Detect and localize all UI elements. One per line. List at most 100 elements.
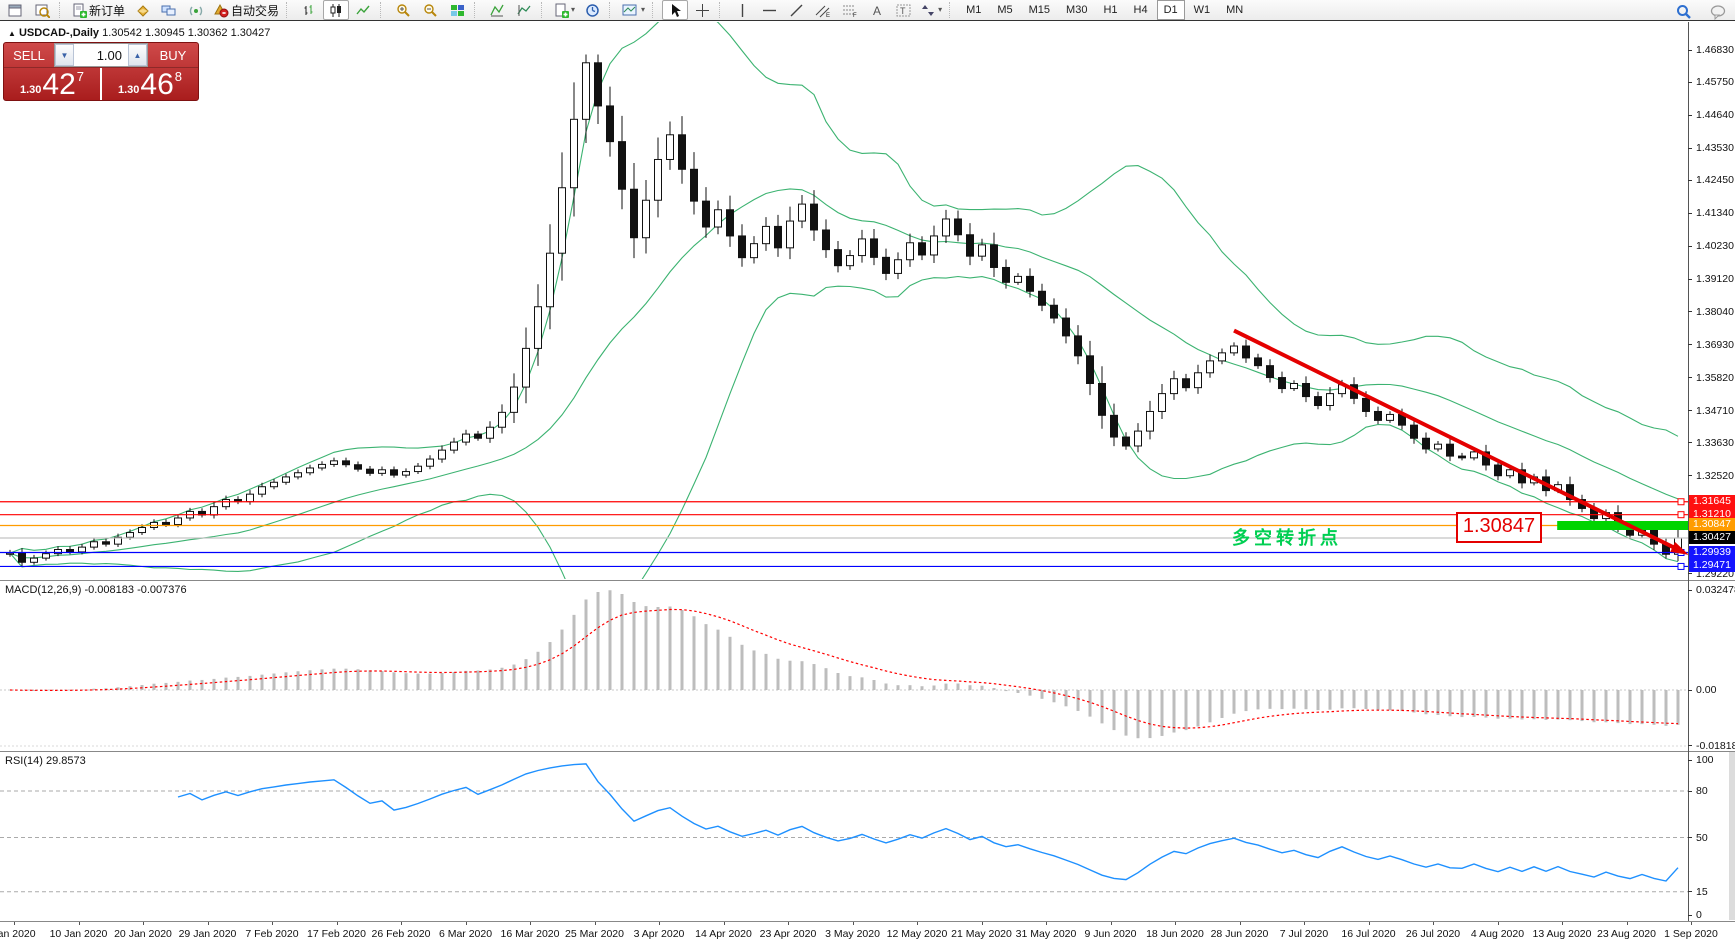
date-label: 16 Mar 2020 (500, 928, 560, 940)
price-axis[interactable] (1688, 22, 1735, 922)
date-tickmark (272, 922, 273, 925)
timeframe-M15[interactable]: M15 (1028, 4, 1051, 16)
trendline-tool[interactable] (783, 0, 809, 20)
new-order-button[interactable]: 新订单 (69, 0, 128, 20)
candle (630, 188, 638, 239)
line-chart-icon[interactable] (350, 0, 376, 20)
buy-price[interactable]: 1.30 46 8 (102, 68, 198, 100)
candle (570, 118, 578, 189)
sell-price[interactable]: 1.30 42 7 (4, 68, 100, 100)
vertical-line-tool[interactable] (729, 0, 755, 20)
bull-bear-turning-point-note[interactable]: 多空转折点 (1232, 528, 1342, 548)
indicators-icon[interactable] (484, 0, 510, 20)
zoom-in-icon[interactable] (390, 0, 416, 20)
zoom-out-icon[interactable] (417, 0, 443, 20)
candle (606, 105, 614, 143)
date-tickmark (1562, 922, 1563, 925)
y-axis-tickmark (1688, 311, 1692, 312)
timeframe-MN[interactable]: MN (1226, 4, 1244, 16)
sell-button[interactable]: SELL (13, 47, 45, 63)
text-tool[interactable]: A (864, 0, 890, 20)
candle (1266, 365, 1274, 379)
volume-increase-button[interactable]: ▲ (128, 44, 147, 66)
candle (246, 493, 254, 503)
date-label: 31 May 2020 (1015, 928, 1077, 940)
search-icon[interactable] (1671, 2, 1697, 22)
timeframe-D1[interactable]: D1 (1156, 0, 1185, 20)
templates-button[interactable]: ▾ (619, 0, 648, 20)
chart-window-icon[interactable] (2, 0, 28, 20)
rsi-scale-tick: 0 (1696, 909, 1702, 921)
styler-bucket-icon[interactable] (129, 0, 155, 20)
trendline-arrowhead (1670, 541, 1688, 555)
macd-scale-tick: -0.018182 (1696, 739, 1735, 752)
terminals-icon[interactable] (156, 0, 182, 20)
candle (1146, 410, 1154, 432)
candle (846, 255, 854, 267)
date-label: 18 Jun 2020 (1146, 928, 1204, 940)
horizontal-line-tool[interactable] (756, 0, 782, 20)
rsi-pane[interactable] (0, 751, 1735, 922)
indicator-list-icon[interactable] (511, 0, 537, 20)
y-axis-tickmark (1688, 114, 1692, 116)
new-chart-button[interactable]: ▾ (551, 0, 578, 20)
candle (6, 552, 14, 555)
chat-icon[interactable] (1705, 2, 1731, 22)
fibonacci-tool[interactable]: F (837, 0, 863, 20)
price-callout-1.30847[interactable]: 1.30847 (1456, 512, 1542, 543)
crosshair-tool[interactable] (689, 0, 715, 20)
cursor-tool[interactable] (662, 0, 689, 20)
timeframe-M30[interactable]: M30 (1066, 4, 1088, 16)
date-tickmark (1175, 922, 1176, 925)
broadcast-icon[interactable] (183, 0, 209, 20)
macd-pane[interactable] (0, 580, 1735, 751)
timeframe-bar: M1 M5 M15 M30 H1 H4 D1 W1 MN (959, 0, 1250, 20)
candle (330, 460, 338, 465)
chart-preview-icon[interactable] (29, 0, 55, 20)
collapse-arrow-icon[interactable]: ▲ (8, 29, 16, 38)
date-tickmark (78, 922, 80, 925)
rsi-tickmark (1688, 914, 1692, 916)
y-axis-tickmark (1688, 245, 1692, 247)
timeframe-M1[interactable]: M1 (966, 4, 982, 16)
toolbar-separator (541, 2, 547, 18)
macd-tickmark (1688, 589, 1692, 591)
tile-windows-icon[interactable] (444, 0, 470, 20)
date-label: 26 Feb 2020 (371, 928, 431, 940)
timeframe-H1[interactable]: H1 (1103, 4, 1118, 16)
timeframe-M5[interactable]: M5 (997, 4, 1013, 16)
arrows-tool[interactable]: ▾ (918, 0, 945, 20)
candle (1506, 469, 1514, 477)
refresh-clock-icon[interactable] (579, 0, 605, 20)
candle (438, 449, 446, 460)
date-label: 16 Jul 2020 (1341, 928, 1396, 940)
y-axis-tickmark (1688, 377, 1692, 379)
y-axis-tick: 1.44640 (1696, 109, 1734, 122)
bar-chart-icon[interactable] (296, 0, 322, 20)
date-tickmark (788, 922, 789, 925)
candle (774, 225, 782, 249)
candle (414, 465, 422, 473)
text-label-tool[interactable]: T (891, 0, 917, 20)
right-scroll-strip[interactable] (1729, 752, 1735, 920)
candle (594, 62, 602, 107)
date-tickmark (917, 922, 918, 925)
candle (1038, 290, 1046, 306)
buy-price-sup: 8 (174, 69, 183, 84)
autotrading-button[interactable]: 自动交易 (210, 0, 282, 20)
buy-button[interactable]: BUY (159, 47, 187, 63)
new-order-label: 新订单 (89, 3, 126, 18)
candle (1062, 317, 1070, 337)
candle (822, 229, 830, 251)
main-chart-pane[interactable] (0, 22, 1735, 579)
volume-input[interactable]: 1.00 (96, 47, 122, 63)
candlestick-chart-icon[interactable] (323, 0, 350, 20)
candle (1422, 437, 1430, 450)
equidistant-channel-tool[interactable]: E (810, 0, 836, 20)
candle (990, 244, 998, 268)
price-flag-1.30427: 1.30427 (1689, 530, 1735, 544)
volume-decrease-button[interactable]: ▼ (55, 44, 74, 66)
timeframe-H4[interactable]: H4 (1133, 4, 1148, 16)
timeframe-W1[interactable]: W1 (1193, 4, 1211, 16)
